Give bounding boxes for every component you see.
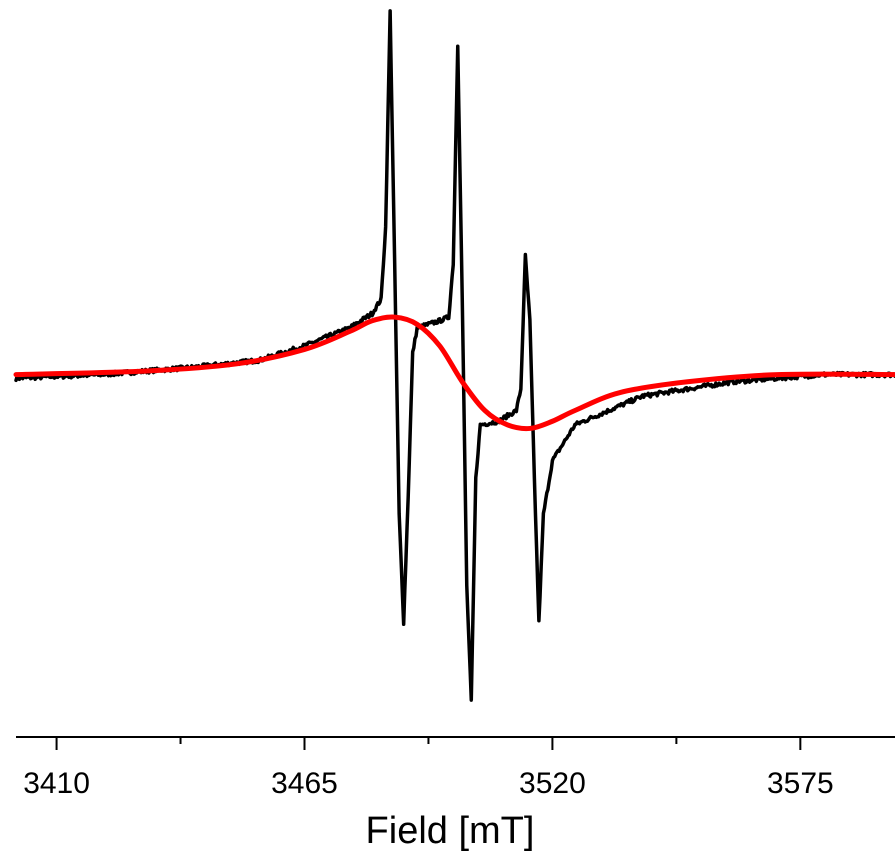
x-axis: 3410 3465 3520 3575 (16, 736, 895, 800)
plot-area (13, 9, 895, 702)
x-tick-label: 3465 (271, 767, 338, 800)
series-line-fit (13, 314, 895, 432)
x-tick-label: 3410 (23, 767, 90, 800)
x-axis-title: Field [mT] (366, 810, 535, 852)
x-tick-label: 3520 (519, 767, 586, 800)
series-line-measured (14, 9, 895, 702)
x-tick-label: 3575 (767, 767, 834, 800)
